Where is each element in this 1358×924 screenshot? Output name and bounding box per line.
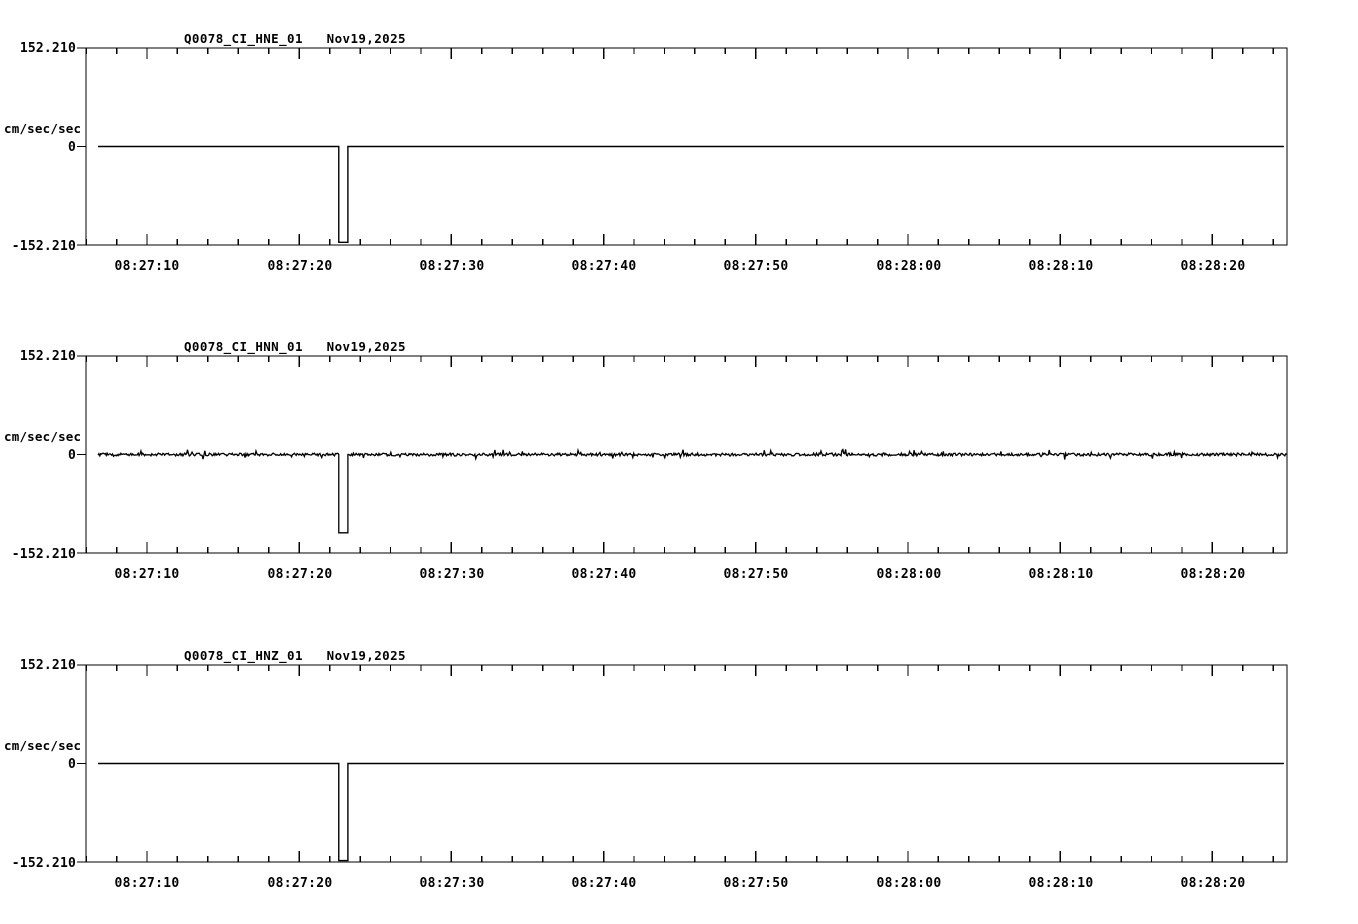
plot-axes-hne <box>77 47 1288 246</box>
plot-axes-hnz <box>77 664 1288 863</box>
y-axis-max-label-hne: 152.210 <box>19 41 76 56</box>
x-tick-label-hne-5: 08:28:00 <box>876 259 942 274</box>
x-tick-label-hnn-4: 08:27:50 <box>723 567 789 582</box>
waveform-panel-hnz: Q0078_CI_HNZ_01 Nov19,2025 cm/sec/sec 15… <box>0 617 1358 917</box>
x-tick-label-hnn-5: 08:28:00 <box>876 567 942 582</box>
y-axis-zero-label-hne: 0 <box>67 140 76 155</box>
x-tick-label-hne-7: 08:28:20 <box>1180 259 1246 274</box>
x-tick-label-hne-4: 08:27:50 <box>723 259 789 274</box>
y-axis-unit-label-hnn: cm/sec/sec <box>4 429 82 444</box>
y-axis-max-label-hnn: 152.210 <box>19 349 76 364</box>
y-axis-min-label-hnn: -152.210 <box>11 547 76 562</box>
waveform-trace-hnz <box>98 762 1284 862</box>
x-tick-label-hnz-2: 08:27:30 <box>419 876 485 891</box>
x-tick-label-hnz-7: 08:28:20 <box>1180 876 1246 891</box>
x-tick-label-hne-6: 08:28:10 <box>1028 259 1094 274</box>
y-axis-unit-label-hne: cm/sec/sec <box>4 121 82 136</box>
y-axis-zero-label-hnz: 0 <box>67 757 76 772</box>
y-axis-zero-label-hnn: 0 <box>67 448 76 463</box>
plot-area-hne <box>77 47 1288 246</box>
plot-area-hnn <box>77 355 1288 554</box>
x-tick-label-hnn-7: 08:28:20 <box>1180 567 1246 582</box>
panel-title-hnn: Q0078_CI_HNN_01 Nov19,2025 <box>184 339 406 354</box>
waveform-panel-hnn: Q0078_CI_HNN_01 Nov19,2025 cm/sec/sec 15… <box>0 308 1358 608</box>
x-tick-label-hnn-0: 08:27:10 <box>114 567 180 582</box>
x-tick-label-hnn-1: 08:27:20 <box>267 567 333 582</box>
x-tick-label-hnz-0: 08:27:10 <box>114 876 180 891</box>
panel-title-hne: Q0078_CI_HNE_01 Nov19,2025 <box>184 31 406 46</box>
panel-title-hnz: Q0078_CI_HNZ_01 Nov19,2025 <box>184 648 406 663</box>
plot-axes-hnn <box>77 355 1288 554</box>
x-tick-label-hnn-2: 08:27:30 <box>419 567 485 582</box>
x-tick-label-hnz-1: 08:27:20 <box>267 876 333 891</box>
y-axis-min-label-hne: -152.210 <box>11 239 76 254</box>
x-tick-label-hnz-6: 08:28:10 <box>1028 876 1094 891</box>
waveform-trace-hne <box>98 145 1284 243</box>
x-tick-label-hne-3: 08:27:40 <box>571 259 637 274</box>
y-axis-min-label-hnz: -152.210 <box>11 856 76 871</box>
y-axis-max-label-hnz: 152.210 <box>19 658 76 673</box>
waveform-trace-hnn <box>97 447 1287 534</box>
y-axis-unit-label-hnz: cm/sec/sec <box>4 738 82 753</box>
x-tick-label-hnz-5: 08:28:00 <box>876 876 942 891</box>
plot-area-hnz <box>77 664 1288 863</box>
x-tick-label-hnn-3: 08:27:40 <box>571 567 637 582</box>
x-tick-label-hne-0: 08:27:10 <box>114 259 180 274</box>
x-tick-label-hnz-4: 08:27:50 <box>723 876 789 891</box>
x-tick-label-hne-2: 08:27:30 <box>419 259 485 274</box>
waveform-panel-hne: Q0078_CI_HNE_01 Nov19,2025 cm/sec/sec 15… <box>0 0 1358 300</box>
x-tick-label-hnn-6: 08:28:10 <box>1028 567 1094 582</box>
x-tick-label-hnz-3: 08:27:40 <box>571 876 637 891</box>
x-tick-label-hne-1: 08:27:20 <box>267 259 333 274</box>
